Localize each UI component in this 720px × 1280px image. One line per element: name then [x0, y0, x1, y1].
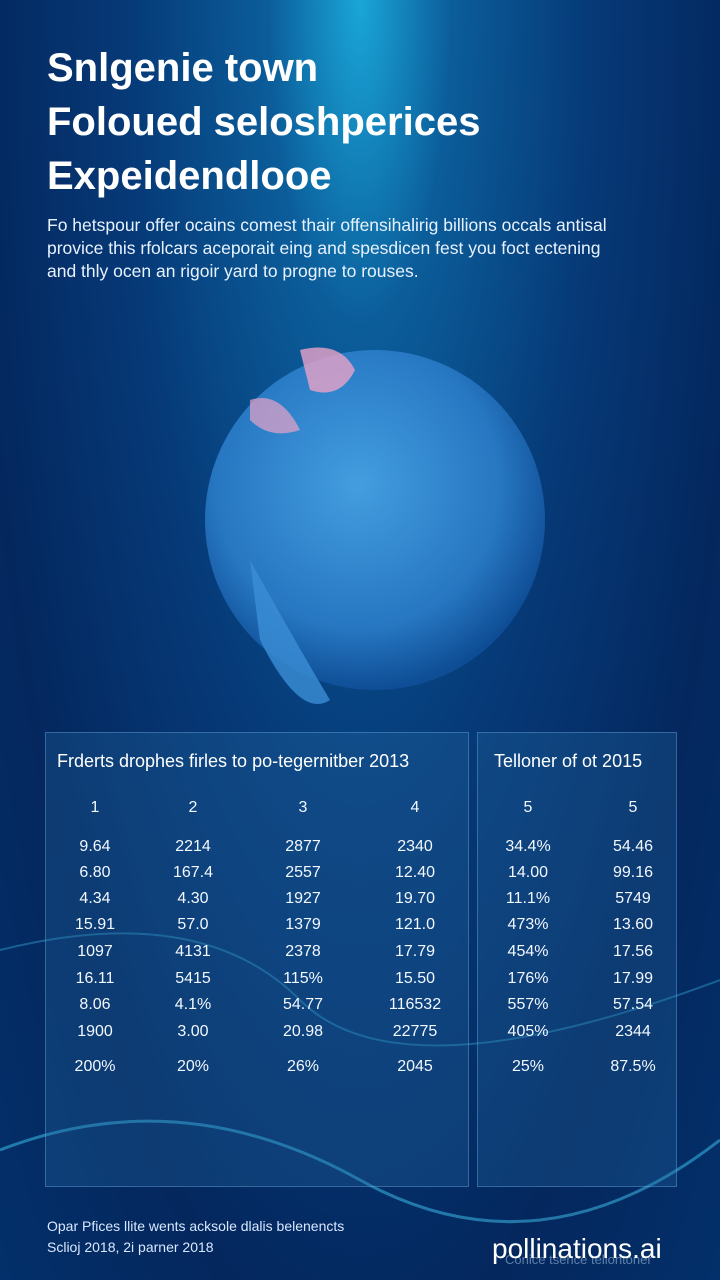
- title-line: Expeidendlooe: [47, 154, 332, 198]
- table-cell: 4.30: [177, 890, 209, 907]
- faint-text: Conice tsence tellontoner: [505, 1252, 652, 1267]
- table-cell: 1379: [285, 916, 321, 933]
- footer-line: Sclioj 2018, 2i parner 2018: [47, 1239, 214, 1255]
- paragraph-line: Fo hetspour offer ocains comest thair of…: [47, 215, 607, 235]
- table-cell: 2344: [615, 1023, 651, 1040]
- table-cell: 3.00: [177, 1023, 209, 1040]
- table-cell: 12.40: [394, 864, 436, 881]
- table-panel: [477, 732, 677, 1187]
- table-cell: 405%: [507, 1023, 549, 1040]
- table-cell: 14.00: [507, 864, 549, 881]
- footer-line: Opar Pfices llite wents acksole dlalis b…: [47, 1218, 345, 1234]
- table-cell: 4131: [175, 943, 211, 960]
- table-cell: 13.60: [612, 916, 654, 933]
- table-cell: 17.79: [394, 943, 436, 960]
- table-cell: 200%: [74, 1058, 116, 1075]
- table-cell: 4.34: [79, 890, 111, 907]
- table-cell: 557%: [507, 996, 549, 1013]
- table-cell: 1927: [285, 890, 321, 907]
- paragraph-line: and thly ocen an rigoir yard to progne t…: [47, 261, 419, 281]
- table-cell: 2340: [397, 838, 433, 855]
- glow-line: [0, 1119, 720, 1224]
- table-cell: 26%: [286, 1058, 320, 1075]
- table-cell: 17.56: [612, 943, 654, 960]
- table-cell: 5749: [615, 890, 651, 907]
- globe-drip: [250, 560, 330, 704]
- table-cell: 19.70: [394, 890, 436, 907]
- table-cell: 11.1%: [505, 890, 551, 907]
- table-cell: 4.1%: [174, 996, 212, 1013]
- table-panel: [45, 732, 469, 1187]
- column-header: 5: [628, 799, 638, 816]
- table-cell: 99.16: [612, 864, 654, 881]
- table-cell: 6.80: [79, 864, 111, 881]
- table-cell: 87.5%: [610, 1058, 656, 1075]
- table-cell: 121.0: [394, 916, 436, 933]
- table-cell: 22775: [392, 1023, 438, 1040]
- column-header: 3: [298, 799, 308, 816]
- land-pink: [300, 347, 355, 393]
- title-line: Snlgenie town: [47, 46, 319, 90]
- table-cell: 34.4%: [505, 838, 551, 855]
- title-line: Foloued seloshperices: [47, 100, 481, 144]
- table-cell: 8.06: [79, 996, 111, 1013]
- table-cell: 2214: [175, 838, 211, 855]
- column-header: 4: [410, 799, 420, 816]
- table-cell: 25%: [511, 1058, 545, 1075]
- table-cell: 2045: [397, 1058, 433, 1075]
- column-header: 1: [90, 799, 100, 816]
- paragraph-line: provice this rfolcars aceporait eing and…: [47, 238, 601, 258]
- table-cell: 2877: [285, 838, 321, 855]
- table-cell: 15.91: [74, 916, 116, 933]
- table-cell: 54.46: [612, 838, 654, 855]
- table-cell: 15.50: [394, 970, 436, 987]
- column-header: 5: [523, 799, 533, 816]
- table-cell: 20.98: [282, 1023, 324, 1040]
- table-cell: 115%: [283, 970, 323, 987]
- table-cell: 9.64: [79, 838, 111, 855]
- table-cell: 1900: [77, 1023, 113, 1040]
- table-cell: 16.11: [75, 970, 115, 987]
- table-title: Frderts drophes firles to po-tegernitber…: [57, 751, 410, 771]
- table-cell: 57.0: [177, 916, 209, 933]
- table-cell: 57.54: [612, 996, 654, 1013]
- table-cell: 20%: [176, 1058, 210, 1075]
- watermark: pollinations.ai: [492, 1233, 662, 1264]
- globe: [205, 350, 545, 690]
- table-cell: 454%: [507, 943, 549, 960]
- table-cell: 54.77: [282, 996, 324, 1013]
- glow-line: [0, 932, 720, 1047]
- table-cell: 17.99: [612, 970, 654, 987]
- land-pink: [250, 398, 300, 434]
- table-cell: 473%: [507, 916, 549, 933]
- table-cell: 2378: [285, 943, 321, 960]
- table-cell: 2557: [285, 864, 321, 881]
- column-header: 2: [188, 799, 198, 816]
- table-title: Telloner of ot 2015: [494, 751, 643, 771]
- table-cell: 167.4: [172, 864, 214, 881]
- table-cell: 5415: [175, 970, 211, 987]
- table-cell: 116532: [388, 996, 442, 1013]
- table-cell: 176%: [507, 970, 549, 987]
- table-cell: 1097: [77, 943, 113, 960]
